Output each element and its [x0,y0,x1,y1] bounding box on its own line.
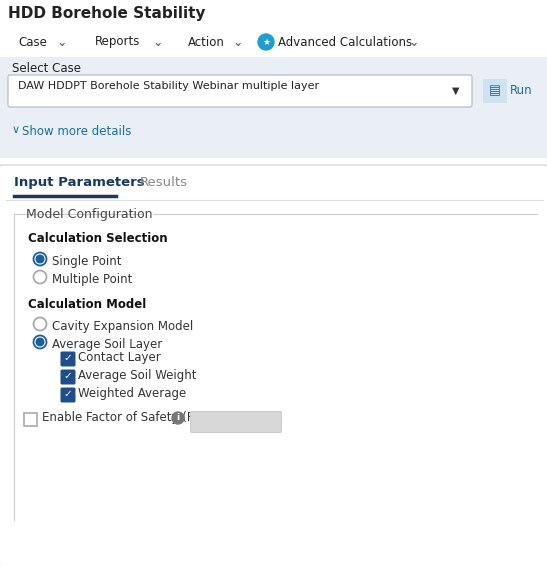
Text: Single Point: Single Point [52,255,121,268]
FancyBboxPatch shape [61,388,75,402]
Circle shape [36,255,44,263]
Text: Average Soil Weight: Average Soil Weight [78,370,196,383]
Text: Average Soil Layer: Average Soil Layer [52,338,162,351]
Text: HDD Borehole Stability: HDD Borehole Stability [8,6,206,21]
FancyBboxPatch shape [61,351,75,367]
Text: Calculation Model: Calculation Model [28,298,146,311]
Text: Model Configuration: Model Configuration [26,208,153,221]
Text: ✓: ✓ [63,389,72,399]
Circle shape [172,412,184,424]
Circle shape [258,34,274,50]
Text: Run: Run [510,84,533,97]
Circle shape [33,318,46,331]
Text: i: i [177,414,179,422]
Text: Select Case: Select Case [12,62,81,75]
Text: Action: Action [188,36,225,49]
Text: Input Parameters: Input Parameters [14,176,144,189]
Text: Enable Factor of Safety (FOS): Enable Factor of Safety (FOS) [42,411,215,424]
Text: ▤: ▤ [489,84,501,97]
Text: ⌄: ⌄ [56,36,67,49]
Text: ★: ★ [262,37,270,46]
Text: Cavity Expansion Model: Cavity Expansion Model [52,320,193,333]
Text: ▼: ▼ [452,86,459,96]
Text: ✓: ✓ [63,353,72,363]
Text: ∨: ∨ [12,125,20,135]
Text: ⌄: ⌄ [232,36,242,49]
FancyBboxPatch shape [8,75,472,107]
Circle shape [33,336,46,349]
FancyBboxPatch shape [0,165,547,566]
Circle shape [36,338,44,346]
FancyBboxPatch shape [24,413,37,426]
Bar [0,57,547,158]
Text: Calculation Selection: Calculation Selection [28,232,167,245]
Text: Results: Results [140,176,188,189]
FancyBboxPatch shape [483,79,507,103]
Text: ⌄: ⌄ [408,36,418,49]
Text: Multiple Point: Multiple Point [52,273,132,286]
Text: Contact Layer: Contact Layer [78,351,161,365]
Circle shape [33,252,46,265]
Text: Weighted Average: Weighted Average [78,388,186,401]
Text: ⌄: ⌄ [152,36,162,49]
Circle shape [33,271,46,284]
Text: Show more details: Show more details [22,125,131,138]
Text: Case: Case [18,36,47,49]
Text: DAW HDDPT Borehole Stability Webinar multiple layer: DAW HDDPT Borehole Stability Webinar mul… [18,81,319,91]
FancyBboxPatch shape [61,370,75,384]
Text: Advanced Calculations: Advanced Calculations [278,36,412,49]
FancyBboxPatch shape [190,411,282,432]
Text: ✓: ✓ [63,371,72,381]
Text: Reports: Reports [95,36,141,49]
